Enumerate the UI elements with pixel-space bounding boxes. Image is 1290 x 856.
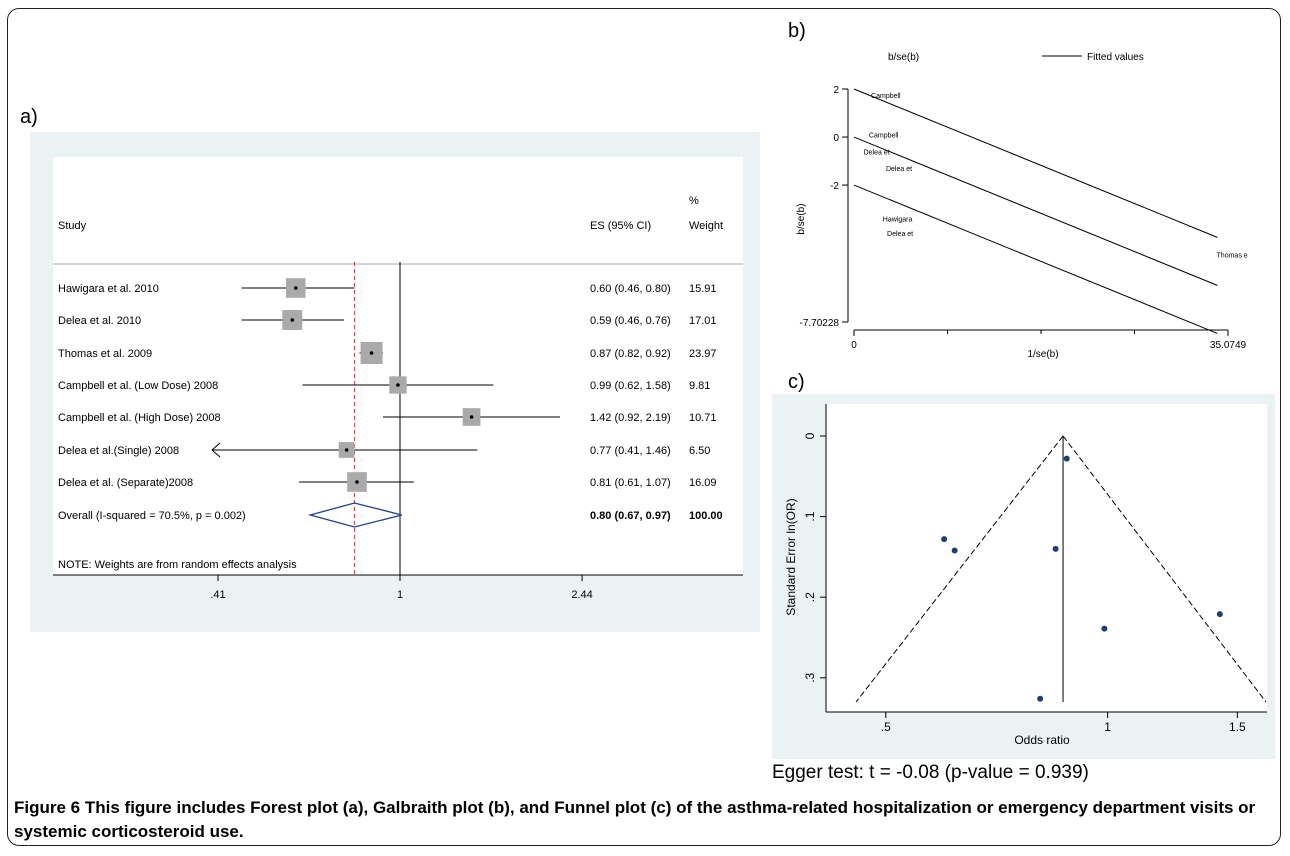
forest-x-tick-label: 2.44 (571, 589, 592, 601)
funnel-confidence-limit (855, 435, 1064, 703)
galbraith-point-label: Thomas e (1217, 253, 1248, 260)
forest-point-estimate (396, 383, 400, 387)
forest-weight-value: 23.97 (689, 348, 717, 360)
forest-plot: Study ES (95% CI) % Weight NOTE: Weights… (30, 132, 760, 632)
forest-study-label: Delea et al.(Single) 2008 (58, 445, 179, 457)
forest-es-value: 0.77 (0.41, 1.46) (590, 445, 671, 457)
galbraith-x-tick-label: 0 (851, 340, 857, 351)
galbraith-fitted-line (853, 136, 1218, 286)
funnel-plot-region (826, 404, 1267, 712)
forest-overall-weight: 100.00 (689, 510, 723, 522)
funnel-y-tick-label: .2 (803, 592, 817, 602)
galbraith-plot: b/se(b) Fitted values b/se(b) 1/se(b) 2 0… (796, 52, 1248, 360)
funnel-plot: Standard Error ln(OR) Odds ratio 0 .1 .2 .3… (772, 394, 1275, 759)
funnel-point (1037, 695, 1044, 702)
funnel-y-tick-label: .1 (803, 511, 817, 521)
forest-weight-value: 10.71 (689, 412, 717, 424)
panel-a-label: a) (20, 106, 38, 128)
funnel-point (1101, 625, 1108, 632)
forest-note: NOTE: Weights are from random effects an… (58, 559, 297, 571)
forest-study-label: Hawigara et al. 2010 (58, 283, 159, 295)
forest-point-estimate (355, 480, 359, 484)
forest-overall-es: 0.80 (0.67, 0.97) (590, 510, 671, 522)
forest-es-value: 0.99 (0.62, 1.58) (590, 380, 671, 392)
forest-study-label: Delea et al. 2010 (58, 315, 141, 327)
galbraith-band-line (853, 88, 1218, 238)
forest-header-weight: Weight (689, 220, 723, 232)
forest-es-value: 0.60 (0.46, 0.80) (590, 283, 671, 295)
forest-plot-region (53, 157, 743, 575)
forest-study-label: Campbell et al. (Low Dose) 2008 (58, 380, 218, 392)
forest-es-value: 0.87 (0.82, 0.92) (590, 348, 671, 360)
forest-study-label: Thomas et al. 2009 (58, 348, 152, 360)
panel-c-label: c) (788, 371, 805, 393)
funnel-x-tick-label: 1.5 (1229, 720, 1246, 734)
forest-study-label: Campbell et al. (High Dose) 2008 (58, 412, 221, 424)
funnel-x-tick-label: .5 (881, 720, 891, 734)
galbraith-legend-fitted: Fitted values (1087, 52, 1144, 63)
forest-point-estimate (290, 318, 295, 322)
forest-weight-value: 17.01 (689, 315, 717, 327)
forest-point-estimate (469, 415, 474, 419)
galbraith-x-tick-label: 35.0749 (1210, 340, 1247, 351)
forest-x-tick-label: 1 (397, 589, 403, 601)
galbraith-point-label: Hawigara (883, 217, 913, 224)
galbraith-xlabel: 1/se(b) (1027, 349, 1058, 360)
galbraith-ylabel: b/se(b) (796, 203, 807, 234)
forest-header-es: ES (95% CI) (590, 220, 651, 232)
funnel-point (951, 547, 958, 554)
funnel-point (941, 536, 948, 543)
forest-overall-diamond (307, 502, 402, 528)
forest-es-value: 0.81 (0.61, 1.07) (590, 477, 671, 489)
forest-point-estimate (293, 286, 298, 290)
galbraith-legend-points: b/se(b) (888, 52, 919, 63)
figure-caption: Figure 6 This figure includes Forest plo… (14, 796, 1276, 844)
forest-study-label: Delea et al. (Separate)2008 (58, 477, 193, 489)
galbraith-y-tick-label: -7.70228 (800, 318, 840, 329)
forest-x-tick-label: .41 (210, 589, 225, 601)
galbraith-y-tick-label: -2 (830, 181, 839, 192)
figure-frame (7, 8, 1281, 846)
forest-ci-arrow (211, 442, 221, 458)
forest-point-estimate (369, 351, 374, 355)
galbraith-point-label: Delea et (887, 231, 913, 238)
funnel-x-tick-label: 1 (1104, 720, 1111, 734)
funnel-ylabel: Standard Error ln(OR) (784, 498, 798, 615)
funnel-point (1216, 611, 1223, 618)
funnel-y-tick-label: .3 (803, 672, 817, 682)
figure-caption-label: Figure 6 (14, 798, 81, 817)
forest-weight-value: 9.81 (689, 380, 710, 392)
forest-header-study: Study (58, 220, 87, 232)
galbraith-band-line (853, 184, 1218, 334)
forest-overall-label: Overall (I-squared = 70.5%, p = 0.002) (58, 510, 246, 522)
funnel-point (1063, 455, 1070, 462)
egger-test-result: Egger test: t = -0.08 (p-value = 0.939) (772, 762, 1089, 783)
galbraith-point-label: Campbell (869, 133, 899, 140)
figure-caption-text: This figure includes Forest plot (a), Ga… (14, 798, 1256, 841)
forest-point-estimate (344, 448, 349, 452)
funnel-point (1052, 545, 1059, 552)
forest-weight-value: 15.91 (689, 283, 717, 295)
forest-es-value: 1.42 (0.92, 2.19) (590, 412, 671, 424)
galbraith-point-label: Delea et (886, 166, 912, 173)
galbraith-y-tick-label: 2 (833, 85, 839, 96)
forest-weight-value: 16.09 (689, 477, 717, 489)
galbraith-point-label: Campbell (871, 93, 901, 100)
galbraith-y-tick-label: 0 (833, 133, 839, 144)
galbraith-point-label: Delea et (864, 149, 890, 156)
funnel-y-tick-label: 0 (803, 432, 817, 439)
panel-b-label: b) (788, 20, 806, 42)
forest-es-value: 0.59 (0.46, 0.76) (590, 315, 671, 327)
funnel-confidence-limit (1062, 435, 1267, 703)
forest-header-percent: % (689, 195, 699, 207)
funnel-xlabel: Odds ratio (1014, 733, 1070, 747)
forest-weight-value: 6.50 (689, 445, 710, 457)
